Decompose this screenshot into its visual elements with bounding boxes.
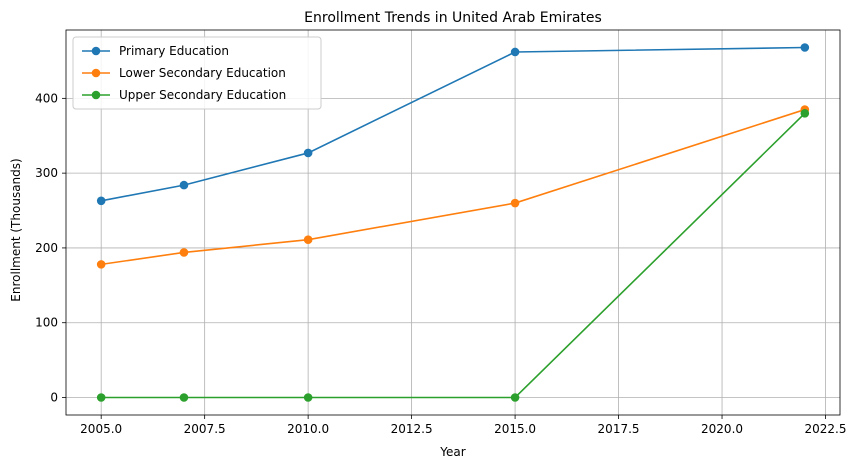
x-tick-label: 2017.5 [598,422,640,436]
plot-frame [65,29,841,416]
legend-marker [91,46,101,56]
x-axis-title: Year [439,445,465,459]
legend-marker [91,90,101,100]
x-tick-label: 2022.5 [805,422,847,436]
y-tick-label: 0 [50,391,58,405]
data-point [179,393,189,402]
legend: Primary Education Lower Secondary Educati… [72,36,322,110]
x-tick-label: 2007.5 [184,422,226,436]
legend-entry: Upper Secondary Education [82,88,286,102]
legend-box [72,36,322,110]
y-tick-label: 400 [35,91,58,105]
data-point [303,235,313,245]
data-point [800,109,810,118]
data-point [800,43,810,52]
y-tick-label: 200 [35,241,58,255]
data-point [303,393,313,402]
y-tick-label: 100 [35,316,58,330]
y-axis-title: Enrollment (Thousands) [9,158,23,301]
x-tick-label: 2015.0 [494,422,536,436]
data-point [179,180,189,190]
legend-label: Lower Secondary Education [119,66,286,80]
series-layer [96,43,810,402]
data-point [96,393,106,402]
series-3 [96,109,810,402]
axes-layer: 2005.0 2007.5 2010.0 2012.5 2015.0 2017.5 2020… [35,29,847,436]
data-point [510,393,520,402]
data-point [303,148,313,158]
data-point [510,47,520,57]
x-tick-label: 2010.0 [287,422,329,436]
chart-title: Enrollment Trends in United Arab Emirate… [304,10,602,26]
data-point [96,260,106,269]
series-line [101,112,806,399]
y-tick-label: 300 [35,166,58,180]
data-point [510,198,520,208]
data-point [179,248,189,257]
x-tick-label: 2005.0 [80,422,122,436]
x-tick-label: 2020.0 [701,422,743,436]
legend-entry: Lower Secondary Education [82,66,286,80]
series-2 [96,105,810,269]
x-tick-label: 2012.5 [391,422,433,436]
legend-label: Upper Secondary Education [119,88,286,102]
legend-label: Primary Education [119,44,229,58]
legend-entry: Primary Education [82,44,229,58]
series-1 [96,43,810,206]
data-point [96,196,106,206]
series-line [101,108,806,266]
legend-marker [91,68,101,78]
